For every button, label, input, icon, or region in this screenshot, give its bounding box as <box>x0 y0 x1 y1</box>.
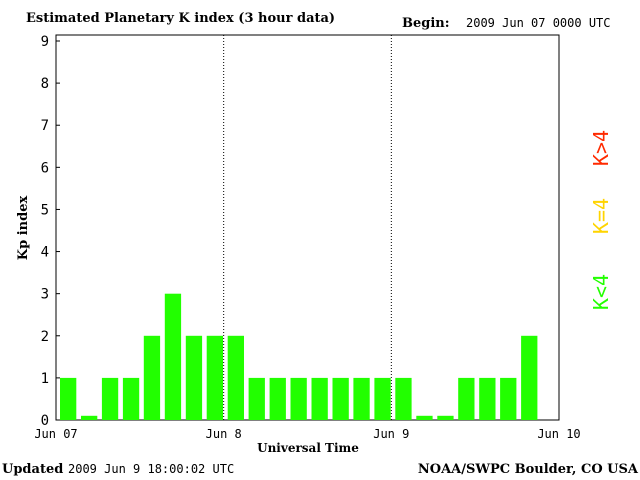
day-gridlines <box>223 35 392 420</box>
kp-bar <box>206 335 223 420</box>
kp-bar <box>374 377 391 420</box>
chart-title: Estimated Planetary K index (3 hour data… <box>26 11 335 26</box>
source-credit: NOAA/SWPC Boulder, CO USA <box>418 462 639 477</box>
x-tick-label: Jun 07 <box>34 427 77 441</box>
kp-bar <box>416 415 433 420</box>
x-tick-label: Jun 9 <box>373 427 409 441</box>
kp-bar <box>122 377 140 420</box>
kp-bar <box>248 377 265 420</box>
kp-bar <box>185 335 203 420</box>
kp-bars <box>60 293 538 420</box>
legend-mid: K=4 <box>589 198 613 234</box>
kp-bar <box>101 377 119 420</box>
y-tick-label: 3 <box>41 287 49 303</box>
plot-frame <box>55 34 560 421</box>
kp-bar <box>521 335 538 420</box>
updated-label: Updated <box>2 462 63 477</box>
kp-bar <box>479 377 496 420</box>
y-tick-label: 5 <box>41 202 49 218</box>
y-axis-ticks: 0 1 2 3 4 5 6 7 8 9 <box>41 34 60 429</box>
kp-bar <box>500 377 517 420</box>
y-axis-label: Kp index <box>16 196 31 261</box>
kp-bar <box>437 415 454 420</box>
x-tick-label: Jun 10 <box>537 427 580 441</box>
y-tick-label: 8 <box>41 76 49 92</box>
kp-bar <box>395 377 412 420</box>
y-tick-label: 0 <box>41 413 49 429</box>
kp-bar <box>60 377 77 420</box>
begin-value: 2009 Jun 07 0000 UTC <box>466 16 611 30</box>
x-tick-label: Jun 8 <box>206 427 242 441</box>
begin-label: Begin: <box>402 16 450 31</box>
y-tick-label: 1 <box>41 371 49 387</box>
y-tick-label: 9 <box>41 34 49 50</box>
kp-bar <box>353 377 370 420</box>
kp-bar <box>332 377 349 420</box>
kp-bar <box>290 377 307 420</box>
kp-bar <box>81 415 98 420</box>
legend-high: K>4 <box>589 130 613 166</box>
y-tick-label: 4 <box>41 245 49 261</box>
kp-bar <box>458 377 475 420</box>
kp-bar <box>269 377 286 420</box>
legend-low: K<4 <box>589 274 613 310</box>
x-axis-label: Universal Time <box>257 441 359 455</box>
kp-bar <box>311 377 328 420</box>
y-tick-label: 7 <box>41 118 49 134</box>
kp-bar <box>164 293 182 420</box>
updated-value: 2009 Jun 9 18:00:02 UTC <box>68 462 234 476</box>
kp-bar <box>227 335 244 420</box>
kp-bar <box>143 335 161 420</box>
y-tick-label: 6 <box>41 160 49 176</box>
x-axis-ticks: Jun 07 Jun 8 Jun 9 Jun 10 <box>34 427 580 441</box>
y-tick-label: 2 <box>41 329 49 345</box>
